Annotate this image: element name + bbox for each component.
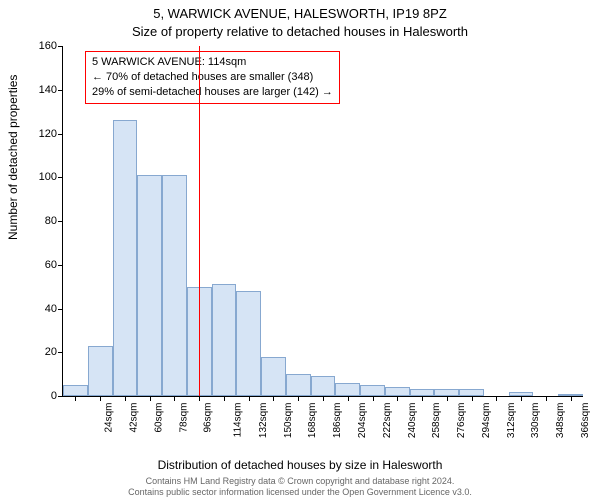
x-tick-label: 168sqm xyxy=(308,403,319,439)
plot-area: 5 WARWICK AVENUE: 114sqm ← 70% of detach… xyxy=(62,46,583,397)
x-tick-mark xyxy=(323,396,324,401)
x-tick-mark xyxy=(496,396,497,401)
histogram-bar xyxy=(63,385,88,396)
x-tick-mark xyxy=(521,396,522,401)
x-tick-label: 186sqm xyxy=(332,403,343,439)
attribution-line1: Contains HM Land Registry data © Crown c… xyxy=(0,476,600,487)
y-tick-label: 20 xyxy=(27,346,57,358)
x-tick-mark xyxy=(546,396,547,401)
x-tick-label: 294sqm xyxy=(481,403,492,439)
annotation-line2: ← 70% of detached houses are smaller (34… xyxy=(92,70,333,85)
x-tick-label: 240sqm xyxy=(407,403,418,439)
annotation-line3: 29% of semi-detached houses are larger (… xyxy=(92,85,333,100)
y-tick-label: 80 xyxy=(27,215,57,227)
y-tick-label: 0 xyxy=(27,390,57,402)
x-tick-mark xyxy=(571,396,572,401)
y-tick-mark xyxy=(58,46,63,47)
histogram-bar xyxy=(162,175,187,396)
x-tick-label: 78sqm xyxy=(178,403,189,433)
y-tick-mark xyxy=(58,134,63,135)
x-tick-label: 258sqm xyxy=(431,403,442,439)
x-tick-label: 204sqm xyxy=(357,403,368,439)
x-tick-mark xyxy=(397,396,398,401)
y-tick-mark xyxy=(58,177,63,178)
histogram-bar xyxy=(236,291,261,396)
chart-container: 5, WARWICK AVENUE, HALESWORTH, IP19 8PZ … xyxy=(0,0,600,500)
x-tick-mark xyxy=(150,396,151,401)
x-tick-label: 222sqm xyxy=(382,403,393,439)
y-tick-mark xyxy=(58,352,63,353)
x-axis-label: Distribution of detached houses by size … xyxy=(0,458,600,472)
y-tick-label: 160 xyxy=(27,40,57,52)
histogram-bar xyxy=(212,284,237,396)
x-tick-mark xyxy=(422,396,423,401)
x-tick-mark xyxy=(125,396,126,401)
x-tick-label: 330sqm xyxy=(530,403,541,439)
x-tick-mark xyxy=(348,396,349,401)
histogram-bar xyxy=(385,387,410,396)
y-tick-label: 60 xyxy=(27,259,57,271)
x-tick-label: 312sqm xyxy=(506,403,517,439)
annotation-box: 5 WARWICK AVENUE: 114sqm ← 70% of detach… xyxy=(85,51,340,104)
x-tick-mark xyxy=(75,396,76,401)
x-tick-mark xyxy=(373,396,374,401)
x-tick-mark xyxy=(249,396,250,401)
histogram-bar xyxy=(360,385,385,396)
x-tick-label: 60sqm xyxy=(153,403,164,433)
x-tick-label: 114sqm xyxy=(233,403,244,438)
y-axis-label: Number of detached properties xyxy=(6,75,20,240)
histogram-bar xyxy=(509,392,534,396)
histogram-bar xyxy=(137,175,162,396)
chart-title-line2: Size of property relative to detached ho… xyxy=(0,24,600,39)
histogram-bar xyxy=(335,383,360,396)
x-tick-mark xyxy=(298,396,299,401)
histogram-bar xyxy=(410,389,435,396)
histogram-bar xyxy=(286,374,311,396)
y-tick-mark xyxy=(58,221,63,222)
x-tick-label: 150sqm xyxy=(283,403,294,439)
histogram-bar xyxy=(434,389,459,396)
attribution-text: Contains HM Land Registry data © Crown c… xyxy=(0,476,600,498)
x-tick-label: 132sqm xyxy=(258,403,269,439)
x-tick-mark xyxy=(447,396,448,401)
x-tick-mark xyxy=(174,396,175,401)
chart-title-line1: 5, WARWICK AVENUE, HALESWORTH, IP19 8PZ xyxy=(0,6,600,21)
x-tick-mark xyxy=(100,396,101,401)
x-tick-label: 42sqm xyxy=(129,403,140,433)
attribution-line2: Contains public sector information licen… xyxy=(0,487,600,498)
histogram-bar xyxy=(88,346,113,396)
y-tick-label: 120 xyxy=(27,128,57,140)
y-tick-mark xyxy=(58,90,63,91)
x-tick-label: 366sqm xyxy=(580,403,591,439)
y-tick-label: 40 xyxy=(27,303,57,315)
histogram-bar xyxy=(459,389,484,396)
y-tick-label: 100 xyxy=(27,171,57,183)
y-tick-mark xyxy=(58,309,63,310)
x-tick-label: 348sqm xyxy=(555,403,566,439)
histogram-bar xyxy=(113,120,138,396)
x-tick-mark xyxy=(472,396,473,401)
histogram-bar xyxy=(558,394,583,396)
x-tick-label: 276sqm xyxy=(456,403,467,439)
x-tick-mark xyxy=(224,396,225,401)
x-tick-label: 96sqm xyxy=(203,403,214,433)
y-tick-mark xyxy=(58,396,63,397)
x-tick-label: 24sqm xyxy=(104,403,115,433)
histogram-bar xyxy=(261,357,286,396)
x-tick-mark xyxy=(199,396,200,401)
reference-line xyxy=(199,46,200,396)
y-tick-label: 140 xyxy=(27,84,57,96)
annotation-line1: 5 WARWICK AVENUE: 114sqm xyxy=(92,55,333,70)
y-tick-mark xyxy=(58,265,63,266)
histogram-bar xyxy=(311,376,336,396)
x-tick-mark xyxy=(273,396,274,401)
